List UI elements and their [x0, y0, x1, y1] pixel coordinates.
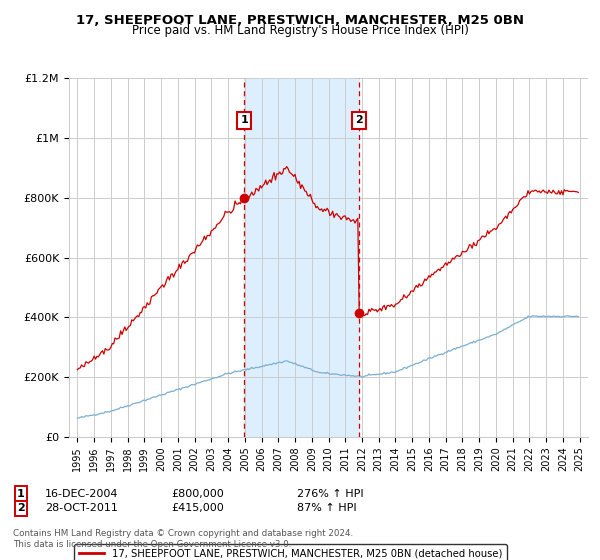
Text: £800,000: £800,000	[171, 489, 224, 499]
Text: 2: 2	[355, 115, 363, 125]
Text: £415,000: £415,000	[171, 503, 224, 514]
Text: 28-OCT-2011: 28-OCT-2011	[45, 503, 118, 514]
Text: 1: 1	[240, 115, 248, 125]
Text: Contains HM Land Registry data © Crown copyright and database right 2024.
This d: Contains HM Land Registry data © Crown c…	[13, 529, 353, 549]
Text: Price paid vs. HM Land Registry's House Price Index (HPI): Price paid vs. HM Land Registry's House …	[131, 24, 469, 37]
Text: 17, SHEEPFOOT LANE, PRESTWICH, MANCHESTER, M25 0BN: 17, SHEEPFOOT LANE, PRESTWICH, MANCHESTE…	[76, 14, 524, 27]
Text: 87% ↑ HPI: 87% ↑ HPI	[297, 503, 356, 514]
Text: 2: 2	[17, 503, 25, 514]
Bar	[244, 78, 359, 437]
Text: 16-DEC-2004: 16-DEC-2004	[45, 489, 119, 499]
Text: 276% ↑ HPI: 276% ↑ HPI	[297, 489, 364, 499]
Legend: 17, SHEEPFOOT LANE, PRESTWICH, MANCHESTER, M25 0BN (detached house), HPI: Averag: 17, SHEEPFOOT LANE, PRESTWICH, MANCHESTE…	[74, 544, 508, 560]
Text: 1: 1	[17, 489, 25, 499]
